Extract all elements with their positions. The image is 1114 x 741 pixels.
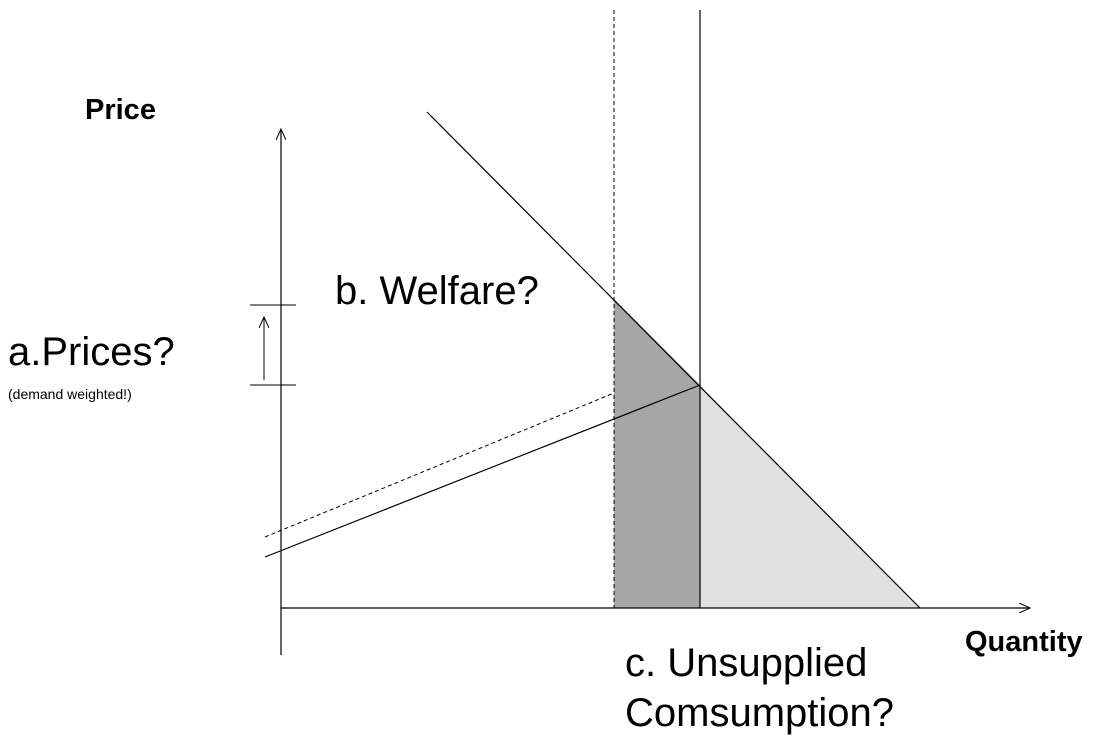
y-axis-label: Price bbox=[85, 94, 156, 126]
prices-note: (demand weighted!) bbox=[8, 386, 132, 402]
unsupplied-label: Comsumption? bbox=[625, 691, 894, 735]
welfare-loss-area bbox=[614, 299, 700, 608]
supply-line bbox=[264, 384, 701, 558]
welfare-label: b. Welfare? bbox=[335, 269, 539, 313]
unsupplied-label: c. Unsupplied bbox=[625, 641, 867, 685]
x-axis-label: Quantity bbox=[965, 626, 1083, 658]
demand-line bbox=[426, 111, 921, 609]
shifted-supply-line bbox=[264, 392, 615, 538]
prices-label: a.Prices? bbox=[8, 330, 175, 374]
